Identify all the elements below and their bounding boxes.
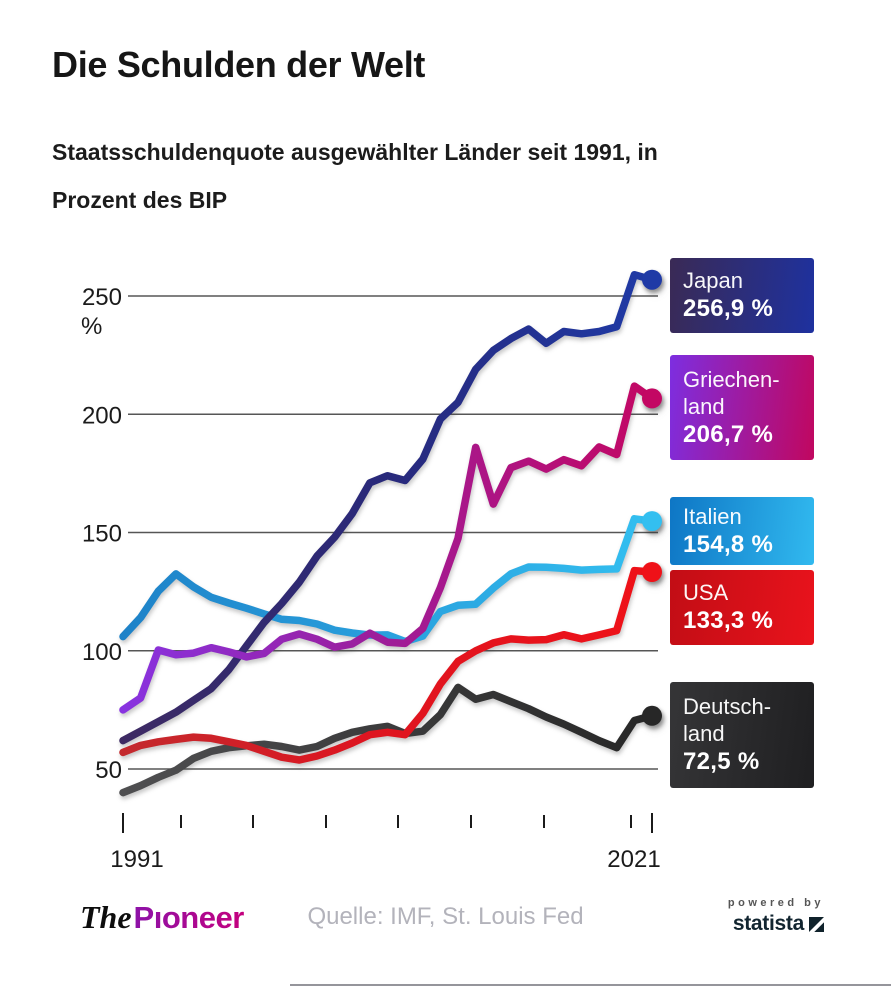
legend-italien-label: Italien [683,503,742,529]
endpoint-dot-deutschland [642,705,662,726]
statista-wordmark: statista [732,912,804,935]
brand-the: The [80,899,132,935]
legend-japan: Japan 256,9 % [670,258,814,333]
y-axis-unit: % [81,313,102,340]
chart-subtitle: Staatsschuldenquote ausgewählter Länder … [52,139,658,213]
legend-deutschland-value: 72,5 % [683,748,760,775]
x-axis: 1991 2021 [110,813,661,873]
line-italien [119,515,656,646]
legend-italien-value: 154,8 % [683,530,774,558]
legend-deutschland-label: Deutsch- land [683,694,772,746]
legend-usa: USA 133,3 % [670,570,814,645]
legend-deutschland: Deutsch- land 72,5 % [670,682,814,788]
legend-griechenland-value: 206,7 % [683,420,774,448]
bottom-divider [290,984,891,986]
legend-usa-value: 133,3 % [683,607,774,634]
statista-icon [809,916,824,932]
statista-logo: powered by statista [728,897,824,936]
line-griechenland [119,382,656,714]
legend-usa-label: USA [683,580,729,605]
source-note: Quelle: IMF, St. Louis Fed [307,903,584,930]
powered-by-label: powered by [727,897,824,909]
page-title: Die Schulden der Welt [52,44,426,85]
endpoint-dot-japan [642,269,662,290]
legend-italien: Italien 154,8 % [670,497,814,565]
line-japan [119,270,656,745]
brand-pioneer: Pıoneer [133,900,245,935]
series-lines [119,269,662,797]
legend-griechenland-label: Griechen- land [683,366,780,419]
line-deutschland [119,683,656,797]
y-tick-label-150: 150 [82,521,122,548]
y-tick-label-250: 250 [82,284,122,311]
endpoint-dot-italien [642,511,662,532]
endpoint-dot-griechenland [642,388,662,409]
y-tick-label-50: 50 [95,757,122,784]
line-usa [119,566,656,764]
legend-japan-value: 256,9 % [683,295,774,322]
x-label-start: 1991 [110,846,163,873]
endpoint-dot-usa [642,562,662,582]
y-tick-label-200: 200 [82,402,122,429]
legend-griechenland: Griechen- land 206,7 % [670,355,814,460]
y-tick-label-100: 100 [82,639,122,666]
the-pioneer-logo: The Pıoneer [80,899,244,936]
legend-japan-label: Japan [683,268,743,293]
gridlines: 250% 200 150 100 50 [81,284,658,784]
x-label-end: 2021 [607,846,660,873]
